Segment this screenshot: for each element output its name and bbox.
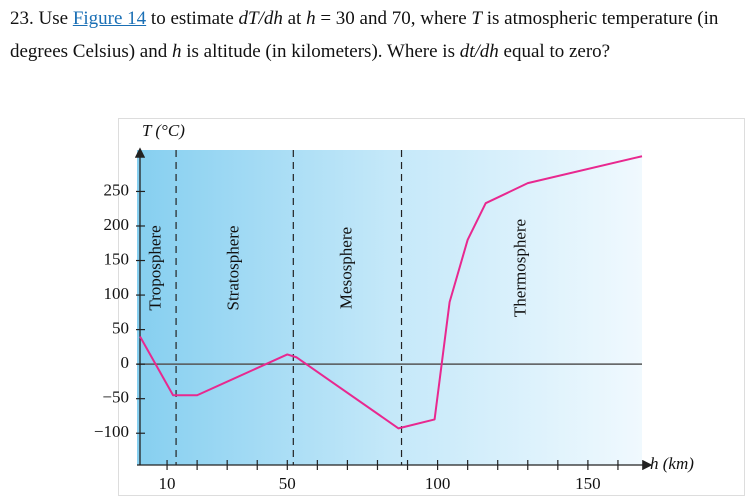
question-text: equal to zero? [498, 41, 611, 62]
x-tick-label: 100 [425, 474, 451, 493]
plot-background [137, 150, 642, 465]
question-text: is altitude (in kilometers). Where is [181, 41, 460, 62]
region-label: Thermosphere [511, 219, 530, 317]
region-label: Mesosphere [336, 227, 355, 309]
question: 23. Use Figure 14 to estimate dT/dh at h… [10, 2, 730, 68]
y-tick-label: −50 [102, 388, 129, 407]
figure-link[interactable]: Figure 14 [72, 8, 147, 29]
math: T [471, 8, 482, 29]
x-tick-label: 10 [159, 474, 176, 493]
y-tick-label: 200 [104, 215, 130, 234]
math: dT/dh [238, 8, 283, 29]
question-text: to estimate [146, 8, 239, 29]
y-tick-label: 0 [121, 353, 130, 372]
question-text: = 30 and 70, where [315, 8, 472, 29]
y-tick-label: 100 [104, 284, 130, 303]
question-text: at [282, 8, 307, 29]
question-text: is atmospheric temperature (in degrees C… [10, 8, 719, 62]
math: h [171, 41, 182, 62]
y-axis-label: T (°C) [142, 121, 185, 140]
y-tick-label: −100 [94, 422, 129, 441]
y-tick-label: 150 [104, 249, 130, 268]
y-tick-label: 250 [104, 180, 130, 199]
y-tick-label: 50 [112, 319, 129, 338]
temperature-curve [139, 155, 643, 430]
region-label: Stratosphere [224, 226, 243, 311]
x-axis-label: h (km) [650, 454, 694, 473]
region-label: Troposphere [145, 225, 164, 310]
math: h [306, 8, 316, 29]
x-tick-label: 50 [279, 474, 296, 493]
math: dt/dh [459, 41, 499, 62]
x-tick-label: 150 [575, 474, 601, 493]
question-text: 23. Use [10, 8, 73, 29]
